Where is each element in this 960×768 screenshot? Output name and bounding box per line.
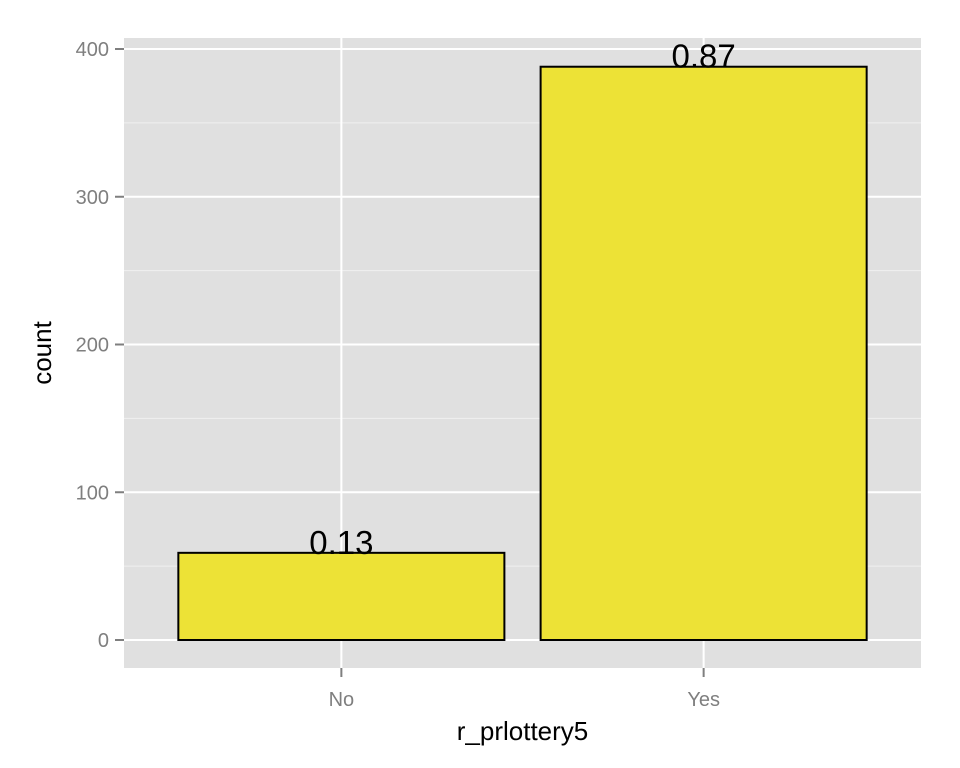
data-label-no: 0.13: [309, 524, 373, 561]
y-axis-title: count: [27, 320, 57, 384]
y-tick-label: 200: [76, 335, 109, 357]
bar-no: [177, 551, 506, 642]
y-tick-label: 400: [76, 39, 109, 61]
bar-yes: [539, 65, 868, 642]
data-label-yes: 0.87: [672, 38, 736, 75]
x-axis-title: r_prlottery5: [457, 716, 589, 746]
bars-group: [177, 65, 868, 642]
x-tick-label: No: [329, 689, 355, 711]
y-axis: 0 100 200 300 400: [76, 39, 124, 652]
y-tick-label: 100: [76, 482, 109, 504]
x-tick-label: Yes: [687, 689, 720, 711]
y-tick-label: 0: [98, 630, 109, 652]
y-tick-label: 300: [76, 187, 109, 209]
data-labels-group: 0.13 0.87: [309, 38, 736, 561]
x-axis: No Yes: [329, 668, 720, 711]
